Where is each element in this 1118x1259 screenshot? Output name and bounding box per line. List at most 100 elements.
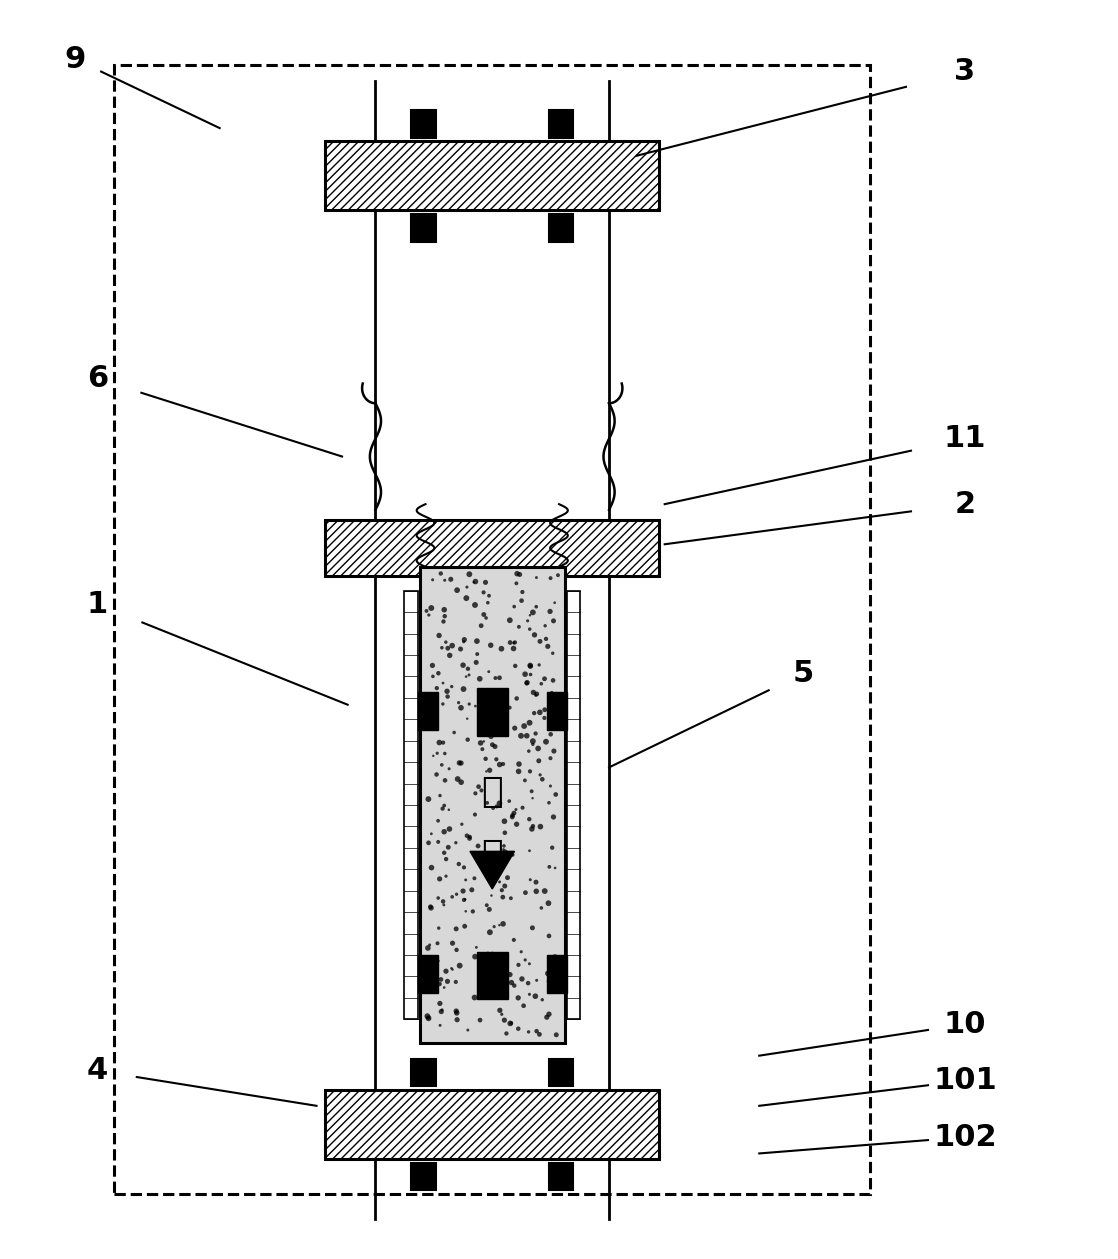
Point (524, 816, 542, 836)
Point (465, 869, 483, 889)
Text: 件: 件 (482, 838, 503, 872)
Point (523, 818, 541, 838)
Point (495, 811, 513, 831)
Point (435, 977, 453, 997)
Point (540, 893, 558, 913)
Point (482, 726, 500, 747)
Point (447, 939, 465, 959)
Point (458, 729, 476, 749)
Point (477, 895, 495, 915)
Point (496, 822, 514, 842)
Bar (476, 952, 508, 1000)
Point (448, 580, 466, 601)
Bar (418, 956, 438, 993)
Point (437, 866, 455, 886)
Point (439, 638, 457, 658)
Text: 2: 2 (955, 490, 976, 519)
Polygon shape (470, 851, 514, 889)
Point (491, 915, 509, 935)
Point (524, 602, 542, 622)
Point (536, 700, 553, 720)
Point (472, 616, 490, 636)
Point (542, 724, 560, 744)
Point (529, 738, 547, 758)
Point (533, 990, 551, 1010)
Point (473, 739, 491, 759)
Point (473, 781, 491, 801)
Point (453, 815, 471, 835)
Point (536, 708, 553, 728)
Bar (405, 590, 418, 1020)
Bar (325, 1090, 660, 1160)
Point (515, 716, 533, 737)
Point (508, 573, 525, 593)
Point (531, 764, 549, 784)
Point (510, 1019, 528, 1039)
Point (423, 714, 440, 734)
Point (434, 674, 452, 694)
Point (461, 694, 479, 714)
Point (457, 666, 475, 686)
Point (531, 631, 549, 651)
Point (505, 718, 523, 738)
Point (479, 793, 496, 813)
Point (539, 636, 557, 656)
Bar (549, 214, 574, 242)
Point (505, 597, 523, 617)
Text: 3: 3 (955, 57, 976, 86)
Point (486, 847, 504, 867)
Point (458, 826, 476, 846)
Point (521, 606, 539, 626)
Point (523, 781, 541, 801)
Point (465, 987, 483, 1007)
Point (480, 662, 498, 682)
Point (532, 898, 550, 918)
Point (519, 611, 537, 631)
Point (435, 895, 453, 915)
Point (491, 961, 509, 981)
Point (476, 721, 494, 742)
Point (447, 972, 465, 992)
Point (463, 880, 481, 900)
Point (536, 881, 553, 901)
Text: 10: 10 (944, 1010, 986, 1039)
Point (455, 679, 473, 699)
Point (525, 624, 543, 645)
Point (549, 565, 567, 585)
Point (436, 771, 454, 791)
Point (448, 1010, 466, 1030)
Point (461, 827, 479, 847)
Point (421, 896, 439, 917)
Point (508, 689, 525, 709)
Point (449, 854, 467, 874)
Point (489, 715, 506, 735)
Point (474, 958, 492, 978)
Point (429, 832, 447, 852)
Point (456, 917, 474, 937)
Point (482, 635, 500, 655)
Point (539, 963, 557, 983)
Text: 5: 5 (793, 658, 814, 687)
Point (544, 742, 562, 762)
Point (423, 598, 440, 618)
Point (455, 632, 473, 652)
Bar (549, 1163, 574, 1191)
Point (434, 694, 452, 714)
Point (440, 818, 458, 838)
Bar (411, 214, 436, 242)
Point (532, 674, 550, 694)
Point (531, 703, 549, 723)
Point (493, 1005, 511, 1025)
Point (428, 743, 446, 763)
Point (544, 807, 562, 827)
Bar (547, 692, 567, 730)
Point (521, 870, 539, 890)
Point (517, 949, 534, 969)
Point (533, 769, 551, 789)
Point (495, 836, 513, 856)
Point (454, 881, 472, 901)
Point (476, 573, 494, 593)
Point (480, 852, 498, 872)
Point (513, 969, 531, 990)
Point (424, 656, 442, 676)
